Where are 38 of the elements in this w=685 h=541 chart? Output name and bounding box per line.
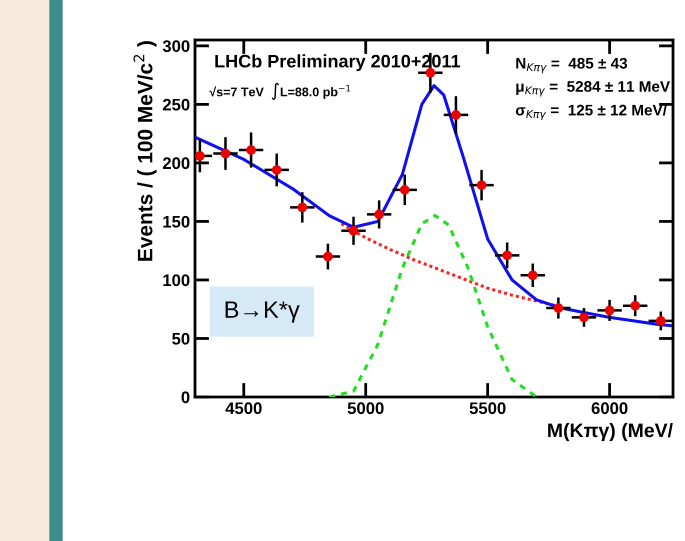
y-tick-label: 50: [172, 332, 190, 345]
point: [451, 110, 461, 120]
point: [656, 316, 666, 326]
annotation: N$_{Kπγ}$ = 485 ± 43: [516, 58, 628, 74]
annotation: √s=7 TeV ∫L=88.0 pb$^{−1}$: [209, 82, 350, 100]
point: [348, 226, 358, 236]
x-tick-label: 5500: [470, 402, 506, 414]
point: [323, 252, 333, 262]
x-axis-title: M(Kπγ) (MeV/: [548, 422, 673, 442]
y-tick-label: 300: [162, 40, 190, 52]
point: [476, 180, 486, 190]
y-axis-title: Events / ( 100 MeV/c$^{2}$ ): [133, 41, 157, 261]
y-tick-label: 100: [163, 274, 190, 286]
point: [374, 210, 384, 220]
y-tick-label: 200: [162, 157, 190, 170]
point: [528, 270, 538, 280]
point: [297, 202, 308, 212]
y-tick-label: 0: [182, 391, 190, 404]
x-tick-label: 6000: [592, 402, 628, 414]
y-tick-label: 150: [163, 216, 190, 228]
point: [425, 68, 436, 78]
point: [272, 165, 282, 175]
annotation: σ$_{Kπγ}$ = 125 ± 12 MeV/: [516, 104, 667, 120]
point: [195, 151, 205, 161]
point: [579, 312, 589, 322]
line-series: [328, 214, 538, 397]
x-tick-label: 4500: [225, 402, 262, 414]
x-tick-label: 5000: [348, 402, 384, 414]
point: [220, 148, 230, 158]
point: [246, 145, 256, 155]
y-tick-label: 250: [162, 98, 190, 111]
point: [400, 184, 410, 195]
point: [630, 300, 640, 311]
annotation: μ$_{Kπγ}$ = 5284 ± 11 MeV: [516, 81, 670, 96]
annotation: B→K*γ: [226, 301, 300, 323]
point: [502, 250, 512, 260]
point: [554, 303, 564, 313]
point: [604, 306, 614, 316]
